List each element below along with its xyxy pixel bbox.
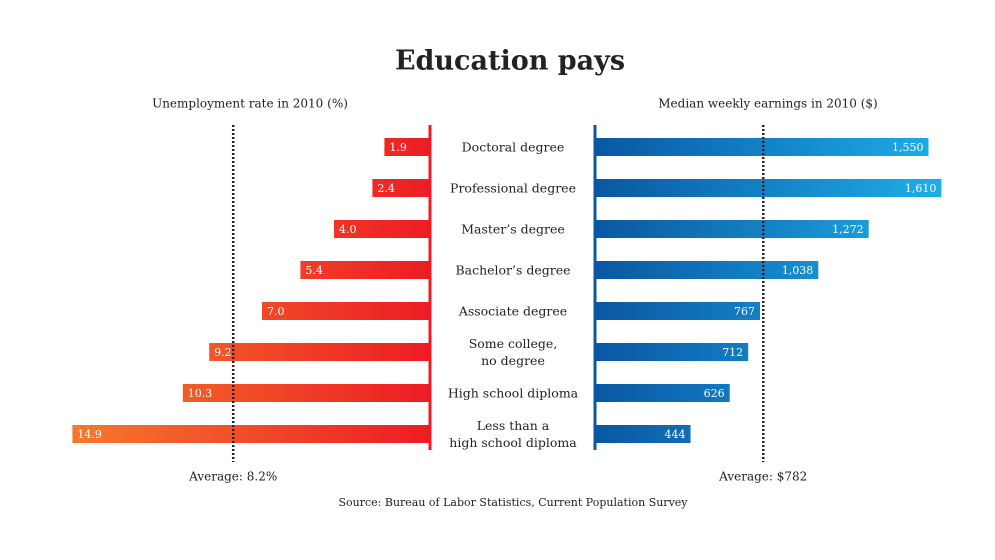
category-label: Less than a high school diploma: [449, 418, 577, 450]
bar: [262, 302, 430, 320]
value-label: 10.3: [188, 387, 213, 400]
category-label: Doctoral degree: [461, 139, 565, 155]
value-label: 444: [665, 428, 686, 441]
value-label: 2.4: [377, 182, 395, 195]
value-label: 1,272: [832, 223, 864, 236]
value-label: 4.0: [339, 223, 357, 236]
bar: [595, 425, 691, 443]
category-label: Bachelor’s degree: [455, 262, 571, 278]
bar: [334, 220, 430, 238]
bar: [300, 261, 430, 279]
bar: [595, 138, 929, 156]
bar: [72, 425, 431, 443]
panel-title: Median weekly earnings in 2010 ($): [658, 97, 877, 111]
category-label: High school diploma: [447, 385, 579, 401]
bar: [595, 343, 749, 361]
value-label: 626: [704, 387, 725, 400]
panel-title: Unemployment rate in 2010 (%): [152, 97, 348, 111]
bar: [595, 384, 730, 402]
value-label: 767: [734, 305, 755, 318]
value-label: 1,038: [782, 264, 814, 277]
bar: [209, 343, 430, 361]
value-label: 1.9: [389, 141, 407, 154]
value-label: 14.9: [77, 428, 102, 441]
value-label: 5.4: [305, 264, 323, 277]
average-label: Average: 8.2%: [188, 470, 277, 484]
source: Source: Bureau of Labor Statistics, Curr…: [338, 496, 688, 509]
bar: [595, 302, 761, 320]
value-label: 7.0: [267, 305, 285, 318]
category-label: Master’s degree: [461, 221, 565, 237]
value-label: 1,610: [905, 182, 937, 195]
value-label: 1,550: [892, 141, 924, 154]
bar: [595, 220, 869, 238]
value-label: 9.2: [214, 346, 232, 359]
bar: [182, 384, 430, 402]
bar: [372, 179, 430, 197]
category-label: Associate degree: [458, 303, 568, 319]
chart-title: Education pays: [395, 46, 625, 77]
value-label: 712: [722, 346, 743, 359]
bar: [595, 179, 942, 197]
category-label: Professional degree: [450, 180, 576, 196]
average-label: Average: $782: [718, 470, 807, 484]
category-label: Some college, no degree: [468, 336, 558, 368]
bar: [384, 138, 430, 156]
